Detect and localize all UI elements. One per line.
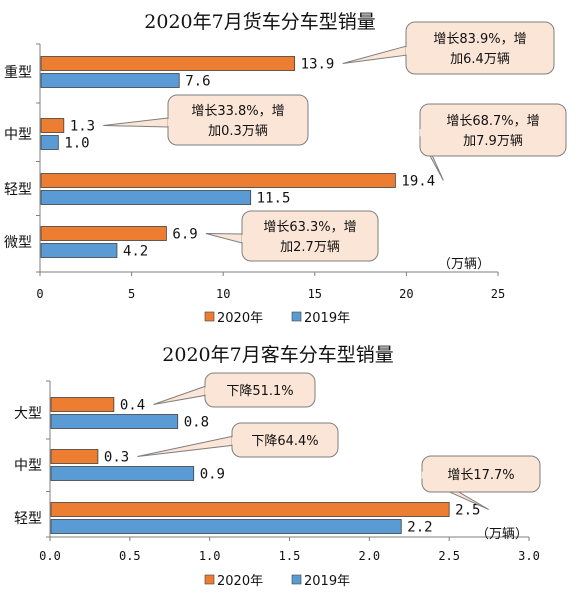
bus-callout-text: 下降64.4% bbox=[251, 434, 318, 449]
bus-category-label: 中型 bbox=[14, 458, 42, 474]
bus-category-label: 轻型 bbox=[14, 511, 42, 527]
bus-bar-value-label: 0.4 bbox=[120, 398, 145, 414]
truck-bar-2020 bbox=[40, 173, 396, 188]
bus-x-tick-label: 3.0 bbox=[518, 549, 540, 563]
truck-callout-text: 加0.3万辆 bbox=[208, 124, 268, 139]
truck-chart-title: 2020年7月货车分车型销量 bbox=[144, 11, 375, 33]
bus-bar-value-label: 0.8 bbox=[184, 415, 209, 431]
truck-category-label: 微型 bbox=[4, 235, 32, 251]
truck-x-tick-label: 20 bbox=[399, 287, 413, 301]
bus-category-label: 大型 bbox=[14, 406, 42, 422]
truck-bar-value-label: 6.9 bbox=[172, 227, 197, 243]
bus-bar-2019 bbox=[50, 466, 195, 481]
bus-legend-swatch-2020 bbox=[204, 574, 215, 585]
bus-bar-value-label: 0.9 bbox=[200, 467, 225, 483]
truck-callout-text: 增长68.7%，增 bbox=[446, 114, 539, 129]
truck-bar-2019 bbox=[40, 190, 252, 205]
truck-category-label: 轻型 bbox=[4, 182, 32, 198]
truck-x-tick-label: 0 bbox=[36, 287, 43, 301]
truck-callout-pointer bbox=[205, 233, 243, 244]
bus-x-tick-label: 1.0 bbox=[199, 549, 221, 563]
truck-x-tick-label: 10 bbox=[216, 287, 230, 301]
bus-callout-pointer bbox=[153, 385, 206, 405]
bus-bar-value-label: 2.2 bbox=[407, 520, 432, 536]
truck-bar-2020 bbox=[40, 226, 167, 241]
bus-x-tick-label: 0.5 bbox=[119, 549, 141, 563]
bus-legend-swatch-2019 bbox=[291, 574, 302, 585]
bus-x-tick-label: 2.0 bbox=[358, 549, 380, 563]
bus-bar-2020 bbox=[50, 397, 115, 412]
truck-legend-swatch-2020 bbox=[204, 311, 215, 322]
truck-callout-text: 加6.4万辆 bbox=[450, 52, 510, 67]
truck-unit-label: （万辆） bbox=[438, 257, 490, 272]
bus-chart-title: 2020年7月客车分车型销量 bbox=[162, 344, 393, 366]
bus-callout-pointer bbox=[137, 435, 233, 457]
truck-bar-value-label: 19.4 bbox=[401, 174, 435, 190]
bus-bar-value-label: 0.3 bbox=[104, 450, 129, 466]
truck-callout-pointer bbox=[103, 117, 169, 128]
truck-callout-text: 增长33.8%，增 bbox=[191, 104, 284, 119]
bus-legend-label-2020: 2020年 bbox=[217, 574, 263, 589]
bus-unit-label: （万辆） bbox=[476, 527, 528, 542]
bus-bar-2019 bbox=[50, 519, 402, 534]
truck-x-tick-label: 25 bbox=[491, 287, 505, 301]
truck-bar-value-label: 11.5 bbox=[257, 191, 291, 207]
truck-bar-value-label: 1.3 bbox=[70, 119, 95, 135]
bus-x-tick-label: 1.5 bbox=[279, 549, 301, 563]
bus-bar-2020 bbox=[50, 449, 99, 464]
truck-callout-text: 增长63.3%，增 bbox=[263, 220, 356, 235]
bus-x-tick-label: 0.0 bbox=[39, 549, 61, 563]
truck-category-label: 中型 bbox=[4, 127, 32, 143]
truck-bar-2019 bbox=[40, 73, 180, 88]
truck-bar-2020 bbox=[40, 118, 65, 133]
truck-category-label: 重型 bbox=[4, 65, 32, 81]
truck-x-tick-label: 5 bbox=[128, 287, 135, 301]
truck-legend-swatch-2019 bbox=[291, 311, 302, 322]
truck-legend-label-2019: 2019年 bbox=[304, 311, 350, 326]
truck-bar-2020 bbox=[40, 56, 296, 71]
bus-legend-label-2019: 2019年 bbox=[304, 574, 350, 589]
truck-x-tick-label: 15 bbox=[308, 287, 322, 301]
truck-callout-pointer bbox=[342, 45, 407, 64]
truck-bar-value-label: 4.2 bbox=[123, 244, 148, 260]
bus-callout-text: 增长17.7% bbox=[447, 468, 514, 483]
truck-bar-value-label: 1.0 bbox=[64, 136, 89, 152]
truck-bar-2019 bbox=[40, 243, 118, 258]
truck-callout-text: 增长83.9%，增 bbox=[433, 32, 526, 47]
bus-bar-2020 bbox=[50, 502, 450, 517]
bus-bar-value-label: 2.5 bbox=[455, 503, 480, 519]
bus-bar-2019 bbox=[50, 414, 179, 429]
bus-callout-text: 下降51.1% bbox=[226, 384, 293, 399]
truck-callout-text: 加2.7万辆 bbox=[280, 240, 340, 255]
bus-x-tick-label: 2.5 bbox=[438, 549, 460, 563]
truck-legend-label-2020: 2020年 bbox=[217, 311, 263, 326]
truck-bar-value-label: 7.6 bbox=[185, 74, 210, 90]
truck-callout-text: 加7.9万辆 bbox=[463, 134, 523, 149]
truck-bar-value-label: 13.9 bbox=[301, 57, 335, 73]
truck-bar-2019 bbox=[40, 135, 59, 150]
